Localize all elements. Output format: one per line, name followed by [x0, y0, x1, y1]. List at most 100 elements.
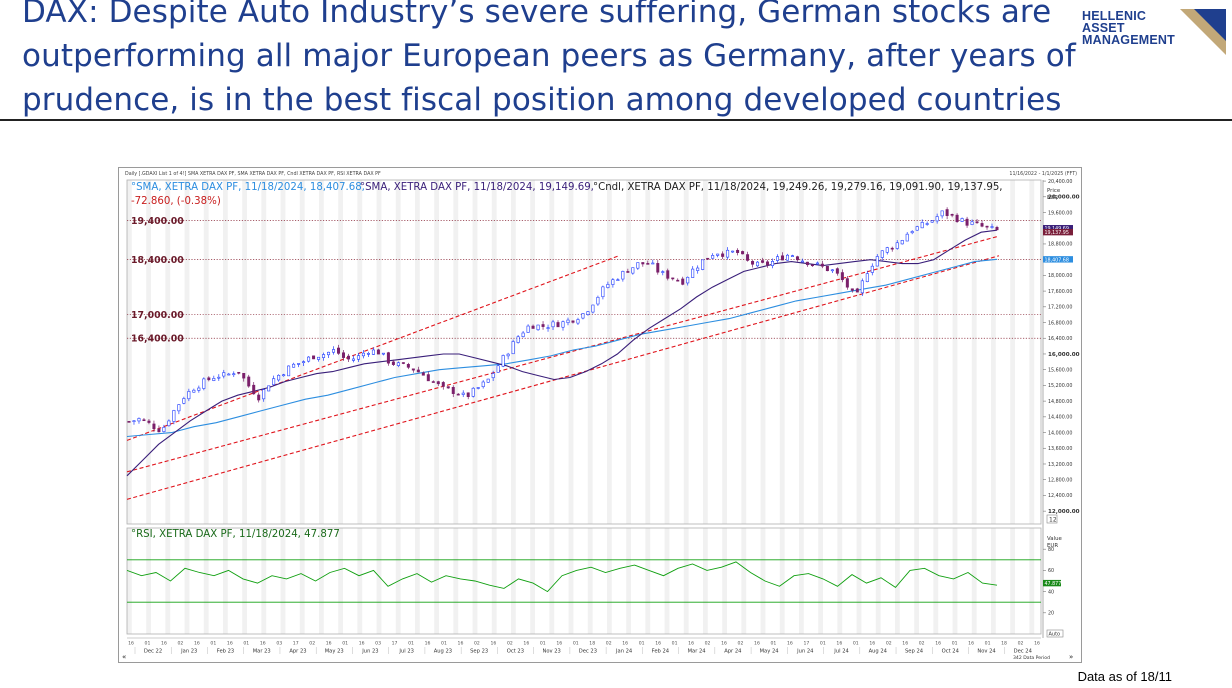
week-stripe [703, 180, 708, 524]
candle-body [481, 381, 485, 388]
candle-body [182, 398, 186, 404]
candle-body [945, 209, 949, 216]
candle-body [985, 225, 989, 228]
week-stripe [856, 180, 862, 524]
candle-body [167, 420, 171, 427]
day-tick-label: 02 [606, 641, 612, 647]
candle-body [496, 365, 500, 373]
candle-body [157, 428, 161, 433]
y-tick-label: 18,000.00 [1048, 273, 1072, 279]
candle-body [501, 355, 505, 367]
candle-body [616, 279, 620, 281]
day-tick-label: 02 [1018, 641, 1024, 647]
day-tick-label: 02 [177, 641, 183, 647]
week-stripe [952, 528, 958, 634]
candle-body [287, 365, 291, 377]
candle-body [381, 352, 385, 355]
week-stripe [1010, 180, 1015, 524]
candle-body [142, 419, 146, 422]
candle-body [401, 362, 405, 364]
month-label: Apr 23 [289, 649, 306, 655]
day-tick-label: 16 [935, 641, 941, 647]
candle-body [666, 270, 670, 279]
week-stripe [607, 528, 612, 634]
candle-body [845, 278, 849, 288]
sma50-line [126, 229, 998, 477]
week-stripe [261, 528, 267, 634]
week-stripe [165, 528, 171, 634]
candle-body [800, 260, 804, 263]
candle-body [975, 221, 979, 224]
auto-button: Auto [1049, 632, 1061, 638]
week-stripe [664, 528, 670, 634]
candle-body [900, 240, 904, 245]
week-stripe [1029, 528, 1035, 634]
month-label: Aug 24 [869, 649, 888, 655]
candle-body [940, 210, 944, 217]
month-label: Nov 24 [977, 649, 996, 655]
week-stripe [242, 180, 247, 524]
nav-left-button: « [122, 653, 126, 661]
dax-chart[interactable]: Daily [.GDAXI List 1 of 4!] SMA XETRA DA… [119, 168, 1081, 662]
week-stripe [914, 528, 919, 634]
candle-body [766, 261, 770, 266]
candle-body [601, 286, 605, 298]
candle-body [995, 227, 999, 231]
candle-body [686, 276, 690, 284]
candle-body [302, 361, 306, 363]
candle-body [805, 261, 809, 266]
candle-body [785, 254, 789, 261]
candle-body [396, 362, 400, 366]
candle-body [661, 271, 665, 273]
candle-body [426, 374, 430, 382]
week-stripe [799, 528, 804, 634]
week-stripe [472, 180, 478, 524]
axis-box [1046, 514, 1058, 524]
candle-body [741, 251, 745, 255]
day-tick-label: 01 [145, 641, 151, 647]
week-stripe [856, 528, 862, 634]
level-label: 17,000.00 [131, 310, 184, 321]
day-tick-label: 03 [375, 641, 381, 647]
logo-text: HELLENIC ASSET MANAGEMENT [1082, 9, 1175, 47]
candle-body [162, 426, 166, 432]
week-stripe [914, 180, 919, 524]
close-value-label-bg [1043, 228, 1073, 236]
nav-right-button: » [1069, 653, 1073, 661]
rsi-axis-unit: EUR [1047, 543, 1058, 549]
candle-body [292, 363, 296, 368]
candle-body [212, 378, 216, 381]
candle-body [651, 262, 655, 265]
candle-body [875, 256, 879, 267]
candle-body [252, 384, 256, 395]
candle-body [371, 349, 375, 355]
rsi-tick-label: 60 [1048, 568, 1054, 574]
week-stripe [991, 180, 996, 524]
day-tick-label: 16 [161, 641, 167, 647]
day-tick-label: 16 [787, 641, 793, 647]
candle-body [521, 332, 525, 337]
candle-body [746, 254, 750, 261]
week-stripe [203, 180, 209, 524]
candle-body [641, 262, 645, 265]
y-tick-label: 18,800.00 [1048, 242, 1072, 248]
axis-box-label: 12 [1049, 517, 1057, 524]
y-tick-label: 14,400.00 [1048, 415, 1072, 421]
candle-body [780, 255, 784, 261]
legend-sma50: °SMA, XETRA DAX PF, 11/18/2024, 19,149.6… [360, 182, 594, 193]
price-axis-label: Price [1047, 188, 1061, 194]
chart-panel[interactable]: Daily [.GDAXI List 1 of 4!] SMA XETRA DA… [118, 167, 1082, 663]
day-tick-label: 16 [556, 641, 562, 647]
candle-body [446, 386, 450, 389]
week-stripe [319, 528, 324, 634]
month-label: Sep 24 [905, 649, 924, 655]
day-tick-label: 16 [194, 641, 200, 647]
week-stripe [511, 528, 516, 634]
candle-body [920, 222, 924, 229]
candle-body [461, 392, 465, 395]
week-stripe [952, 180, 958, 524]
week-stripe [895, 528, 900, 634]
day-tick-label: 16 [836, 641, 842, 647]
day-tick-label: 16 [326, 641, 332, 647]
candle-body [815, 262, 819, 265]
